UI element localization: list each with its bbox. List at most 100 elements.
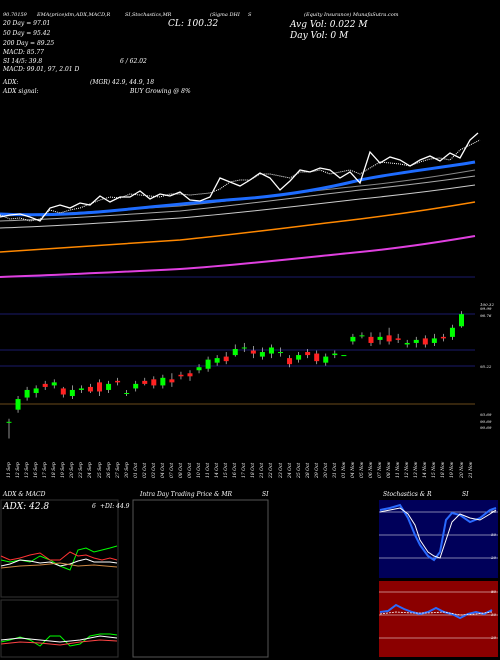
candle-body	[142, 380, 148, 384]
candle-body	[115, 380, 121, 383]
price-chart	[0, 132, 481, 439]
stoch-level-20: 20	[491, 555, 497, 560]
candle-body	[106, 383, 112, 390]
candle-body	[169, 379, 175, 383]
candle-body	[178, 374, 184, 377]
candle-body	[241, 347, 247, 349]
candle-body	[386, 335, 392, 342]
macd-white	[0, 635, 118, 643]
candle-body	[350, 336, 356, 342]
candle-body	[60, 388, 66, 395]
candles-group	[6, 311, 464, 439]
adx-value: ADX: 42.8	[3, 502, 50, 512]
avg-volume: Avg Vol: 0.022 M	[290, 20, 368, 30]
candle-body	[151, 379, 157, 386]
price-axis-label-3: 95.22	[480, 364, 492, 369]
candle-body	[341, 355, 347, 357]
candle-body	[431, 338, 437, 343]
macd-green	[0, 633, 118, 647]
header-site: (Equity Insurance) MunafaSutra.com	[304, 12, 399, 18]
intraday-title: Intra Day Trading Price & MR	[140, 491, 233, 498]
stoch-panel	[379, 500, 498, 578]
rsi-panel	[379, 581, 498, 657]
rsi-avg	[379, 611, 493, 616]
candle-body	[250, 350, 256, 354]
rsi-level-20: 20	[491, 635, 497, 640]
buy-growing: BUY Growing @ 8%	[130, 88, 191, 95]
candle-body	[305, 352, 311, 356]
candle-body	[440, 336, 446, 339]
candle-body	[449, 327, 455, 337]
adx-macd-title: ADX & MACD	[3, 491, 46, 498]
si-value: 6 / 62.02	[120, 58, 147, 65]
candle-body	[268, 347, 274, 354]
candle-body	[87, 386, 93, 392]
price-axis-label-6: 90.69	[480, 425, 492, 430]
candle-body	[377, 336, 383, 340]
price-axis-label-5: 90.69	[480, 419, 492, 424]
candle-body	[459, 314, 464, 327]
adx-orange	[0, 562, 118, 569]
adx-line	[0, 558, 118, 567]
candle-body	[78, 388, 84, 390]
day-volume: Day Vol: 0 M	[290, 31, 349, 41]
candle-body	[214, 358, 220, 363]
header-indicators: EMA(price)dm,ADX,MACD,R	[37, 12, 111, 18]
candle-body	[278, 352, 283, 354]
macd-red	[0, 639, 118, 646]
candle-body	[187, 373, 193, 377]
candle-body	[395, 338, 401, 340]
ema-gray-lower	[0, 184, 476, 229]
candle-body	[368, 336, 374, 343]
adx-values: (MGR) 42.9, 44.9, 18	[90, 79, 155, 86]
candle-body	[205, 359, 211, 369]
adx-minus-di	[0, 551, 118, 561]
candle-body	[259, 352, 265, 357]
header-s: S	[248, 12, 252, 18]
intraday-si: SI	[262, 491, 269, 498]
candle-body	[296, 355, 302, 360]
candle-body	[24, 389, 30, 398]
candle-body	[97, 382, 102, 392]
price-line	[0, 132, 479, 222]
adx-signal-label: ADX signal:	[3, 88, 39, 95]
candle-body	[15, 399, 21, 410]
intraday-panel	[132, 499, 269, 658]
ema-gray-mid	[0, 175, 476, 222]
ema-orange	[0, 201, 476, 253]
ema-dotted	[0, 139, 481, 222]
candle-body	[160, 377, 166, 386]
stoch-d	[379, 507, 497, 559]
candle-body	[33, 388, 39, 393]
macd-panel	[0, 599, 119, 658]
candle-body	[314, 353, 320, 362]
stoch-level-80: 80	[491, 509, 497, 514]
candle-body	[422, 338, 428, 345]
rsi-line	[379, 603, 493, 620]
stoch-si: SI	[462, 491, 469, 498]
header-indicators-2: SI,Stochastics,MR	[125, 12, 172, 18]
candle-body	[124, 392, 130, 394]
ema200-label: 200 Day = 89.25	[3, 40, 55, 47]
price-axis-label-2: 96.76	[480, 313, 492, 318]
rsi-level-50: 50	[491, 612, 497, 617]
candle-body	[133, 383, 139, 389]
header-company: (Sigma DHI	[210, 12, 240, 18]
candle-body	[42, 383, 48, 387]
stoch-title: Stochastics & R	[383, 491, 432, 498]
candle-body	[6, 421, 12, 423]
candle-body	[404, 342, 410, 345]
ema20-label: 20 Day = 97.01	[3, 20, 51, 27]
candle-body	[69, 389, 75, 397]
candle-body	[196, 367, 202, 371]
adx-panel	[0, 499, 119, 598]
candle-body	[223, 356, 229, 362]
candle-body	[287, 358, 293, 365]
candle-body	[359, 335, 365, 337]
price-axis-label-1: 99.99	[480, 306, 492, 311]
macd-line: MACD: 99.01, 97, 2.01 D	[3, 66, 80, 73]
stoch-level-50: 50	[491, 532, 497, 537]
candle-body	[413, 339, 419, 343]
ema50-label: 50 Day = 95.42	[3, 30, 51, 37]
candle-body	[232, 349, 238, 356]
